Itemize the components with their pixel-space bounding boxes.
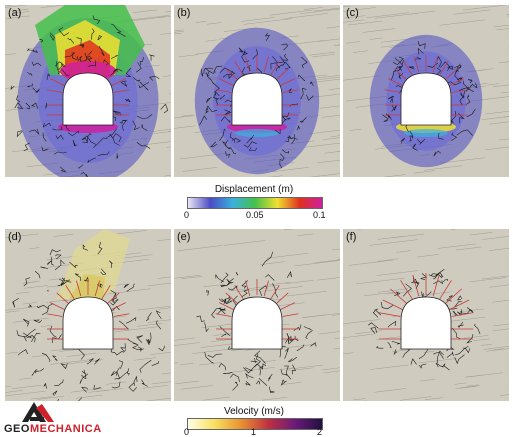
velocity-colorbar: [187, 418, 323, 430]
displacement-colorbar-title: Displacement (m): [214, 184, 294, 195]
panel-c-label: (c): [346, 7, 359, 19]
velocity-colorbar-title: Velocity (m/s): [223, 406, 284, 417]
logo-prefix: GEO: [4, 423, 30, 435]
velocity-tick-2: 2: [317, 427, 323, 437]
panel-f-label: (f): [346, 231, 357, 243]
panel-f: (f): [343, 229, 509, 401]
panel-f-art: [343, 229, 509, 401]
panel-c: (c): [343, 5, 509, 177]
displacement-tick-0: 0: [184, 210, 190, 220]
logo-wordmark: GEOMECHANICA: [4, 423, 102, 435]
logo-suffix: MECHANICA: [29, 423, 102, 435]
panel-d-label: (d): [8, 231, 22, 243]
panel-a-art: [5, 5, 171, 177]
panel-d: (d): [5, 229, 171, 401]
panel-e: (e): [174, 229, 340, 401]
velocity-tick-0: 0: [184, 427, 190, 437]
displacement-colorbar: [187, 197, 323, 209]
panel-a: (a): [5, 5, 171, 177]
panel-b: (b): [174, 5, 340, 177]
panel-b-art: [174, 7, 340, 177]
panel-c-art: [343, 5, 509, 177]
panel-e-art: [174, 229, 340, 401]
panel-e-label: (e): [177, 231, 191, 243]
panel-a-label: (a): [8, 7, 22, 19]
panel-b-label: (b): [177, 7, 191, 19]
geomechanica-logo-icon: [22, 402, 54, 422]
displacement-tick-2: 0.1: [313, 210, 326, 220]
velocity-tick-1: 1: [251, 427, 257, 437]
panel-d-art: [5, 229, 171, 401]
displacement-tick-1: 0.05: [246, 210, 264, 220]
